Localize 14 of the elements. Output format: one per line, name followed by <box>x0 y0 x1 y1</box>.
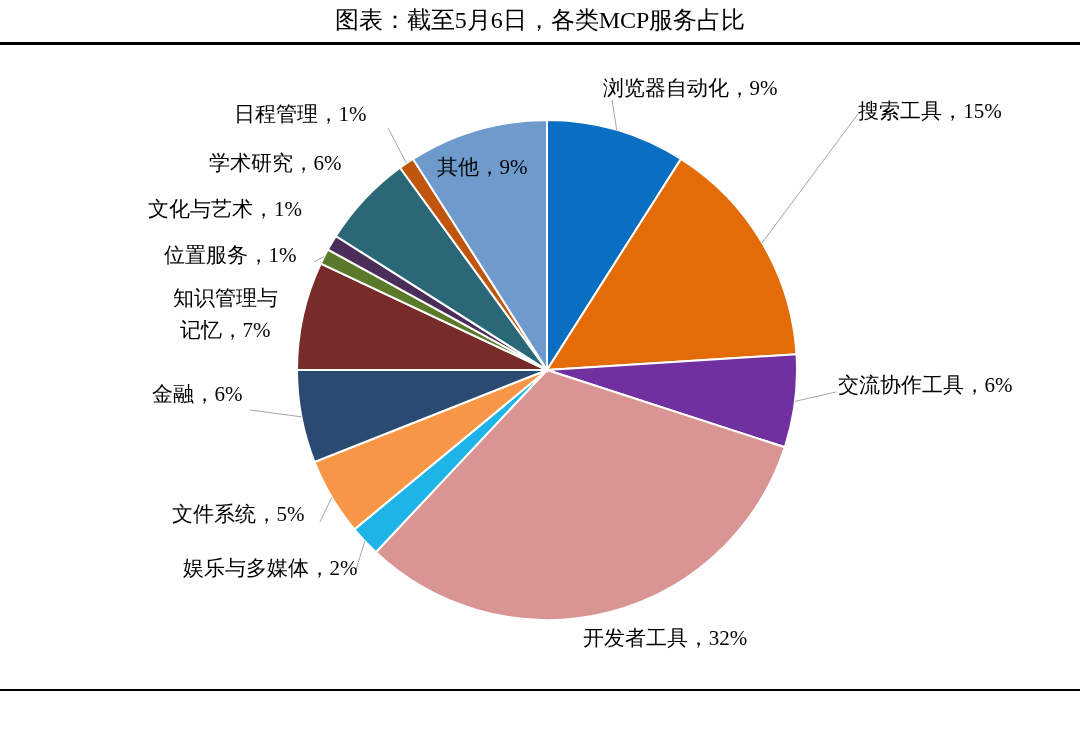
slice-label: 浏览器自动化，9% <box>602 76 778 100</box>
slice-label: 其他，9% <box>436 155 528 179</box>
slice-label: 金融，6% <box>151 382 243 406</box>
slice-label: 文件系统，5% <box>171 502 305 526</box>
slice-label: 学术研究，6% <box>208 151 342 175</box>
chart-title: 图表：截至5月6日，各类MCP服务占比 <box>334 7 746 33</box>
slice-label: 开发者工具，32% <box>582 626 748 650</box>
slice-label: 娱乐与多媒体，2% <box>182 556 358 580</box>
slice-label: 位置服务，1% <box>163 243 297 267</box>
slice-label: 交流协作工具，6% <box>837 373 1013 397</box>
slice-label: 知识管理与记忆，7% <box>172 286 278 342</box>
slice-label: 日程管理，1% <box>233 102 367 126</box>
slice-label: 搜索工具，15% <box>858 99 1002 123</box>
slice-label: 文化与艺术，1% <box>148 197 302 221</box>
